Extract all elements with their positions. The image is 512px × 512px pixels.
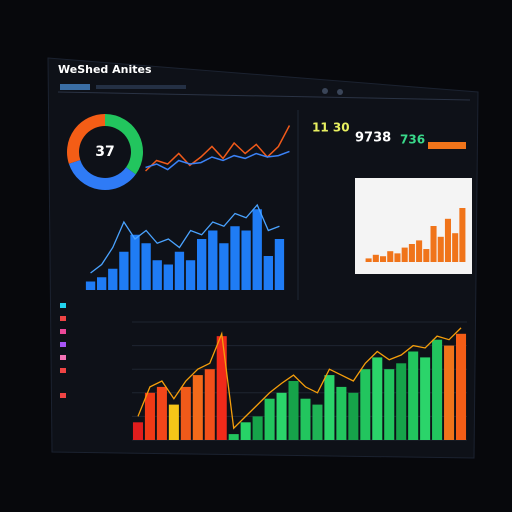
bar <box>452 233 459 262</box>
list-icon <box>60 355 66 360</box>
bar <box>152 260 162 290</box>
donut-center-label: 37 <box>95 144 114 160</box>
bar <box>230 226 240 290</box>
progress-bar <box>428 142 466 149</box>
bar <box>348 392 359 440</box>
bar <box>420 357 431 440</box>
list-icon <box>60 393 66 398</box>
bar <box>219 243 229 290</box>
bar <box>197 239 207 290</box>
icon[interactable] <box>322 88 328 94</box>
tabs[interactable] <box>96 85 186 89</box>
bar <box>228 434 239 440</box>
bar <box>372 357 383 440</box>
side-list <box>60 303 66 398</box>
bar <box>241 230 251 290</box>
tab[interactable] <box>60 84 90 90</box>
list-icon <box>60 303 66 308</box>
bar <box>168 404 179 440</box>
bar <box>423 249 430 262</box>
bar <box>156 386 167 440</box>
bar <box>300 398 311 440</box>
bar <box>185 260 196 290</box>
bar <box>252 416 263 440</box>
kpi-value: 11 30 <box>312 121 350 135</box>
donut-segment <box>104 114 143 175</box>
bar <box>252 209 262 290</box>
bar <box>264 398 275 440</box>
bar <box>396 363 407 440</box>
bar <box>437 236 444 262</box>
bar <box>387 251 394 262</box>
list-icon <box>60 368 66 373</box>
list-icon <box>60 342 66 347</box>
bar <box>144 392 155 440</box>
bar <box>163 264 173 290</box>
bar <box>132 422 144 440</box>
bar <box>372 254 379 262</box>
bar <box>444 345 455 440</box>
kpi-value: 9738 <box>355 131 391 146</box>
bar <box>324 375 335 440</box>
line <box>145 150 290 171</box>
line <box>137 327 462 430</box>
bar <box>430 226 437 262</box>
bar <box>180 386 191 440</box>
bar <box>174 251 185 290</box>
line <box>145 125 291 172</box>
line <box>90 203 280 274</box>
bar <box>360 369 371 440</box>
icon[interactable] <box>337 89 343 95</box>
bar <box>85 281 96 290</box>
bar <box>408 244 415 262</box>
bar <box>384 369 395 440</box>
bar <box>119 251 129 290</box>
kpi-value: 736 <box>400 133 425 147</box>
bar <box>432 339 443 440</box>
bar <box>204 369 215 440</box>
bar <box>459 208 466 262</box>
donut-segment <box>67 114 106 164</box>
dashboard-title: WeShed Anites <box>58 63 152 76</box>
bar <box>288 381 299 440</box>
list-icon <box>60 316 66 321</box>
bar <box>455 333 467 440</box>
bar <box>365 258 372 262</box>
bar <box>408 351 419 440</box>
bar <box>401 247 408 262</box>
bar <box>263 256 273 290</box>
bar <box>130 234 140 290</box>
bar <box>192 375 203 440</box>
bar <box>380 256 387 262</box>
bar <box>312 404 323 440</box>
bar <box>240 422 251 440</box>
bar <box>394 253 401 262</box>
bar <box>97 277 107 290</box>
tab-divider <box>57 91 471 101</box>
donut-segment <box>68 159 136 190</box>
bar <box>416 240 423 262</box>
bar <box>336 386 347 440</box>
bar <box>141 243 151 290</box>
bar <box>444 218 451 262</box>
bar <box>208 230 218 290</box>
bar <box>216 336 227 440</box>
bar <box>276 392 287 440</box>
bar <box>274 239 285 290</box>
bar <box>108 268 118 290</box>
list-icon <box>60 329 66 334</box>
